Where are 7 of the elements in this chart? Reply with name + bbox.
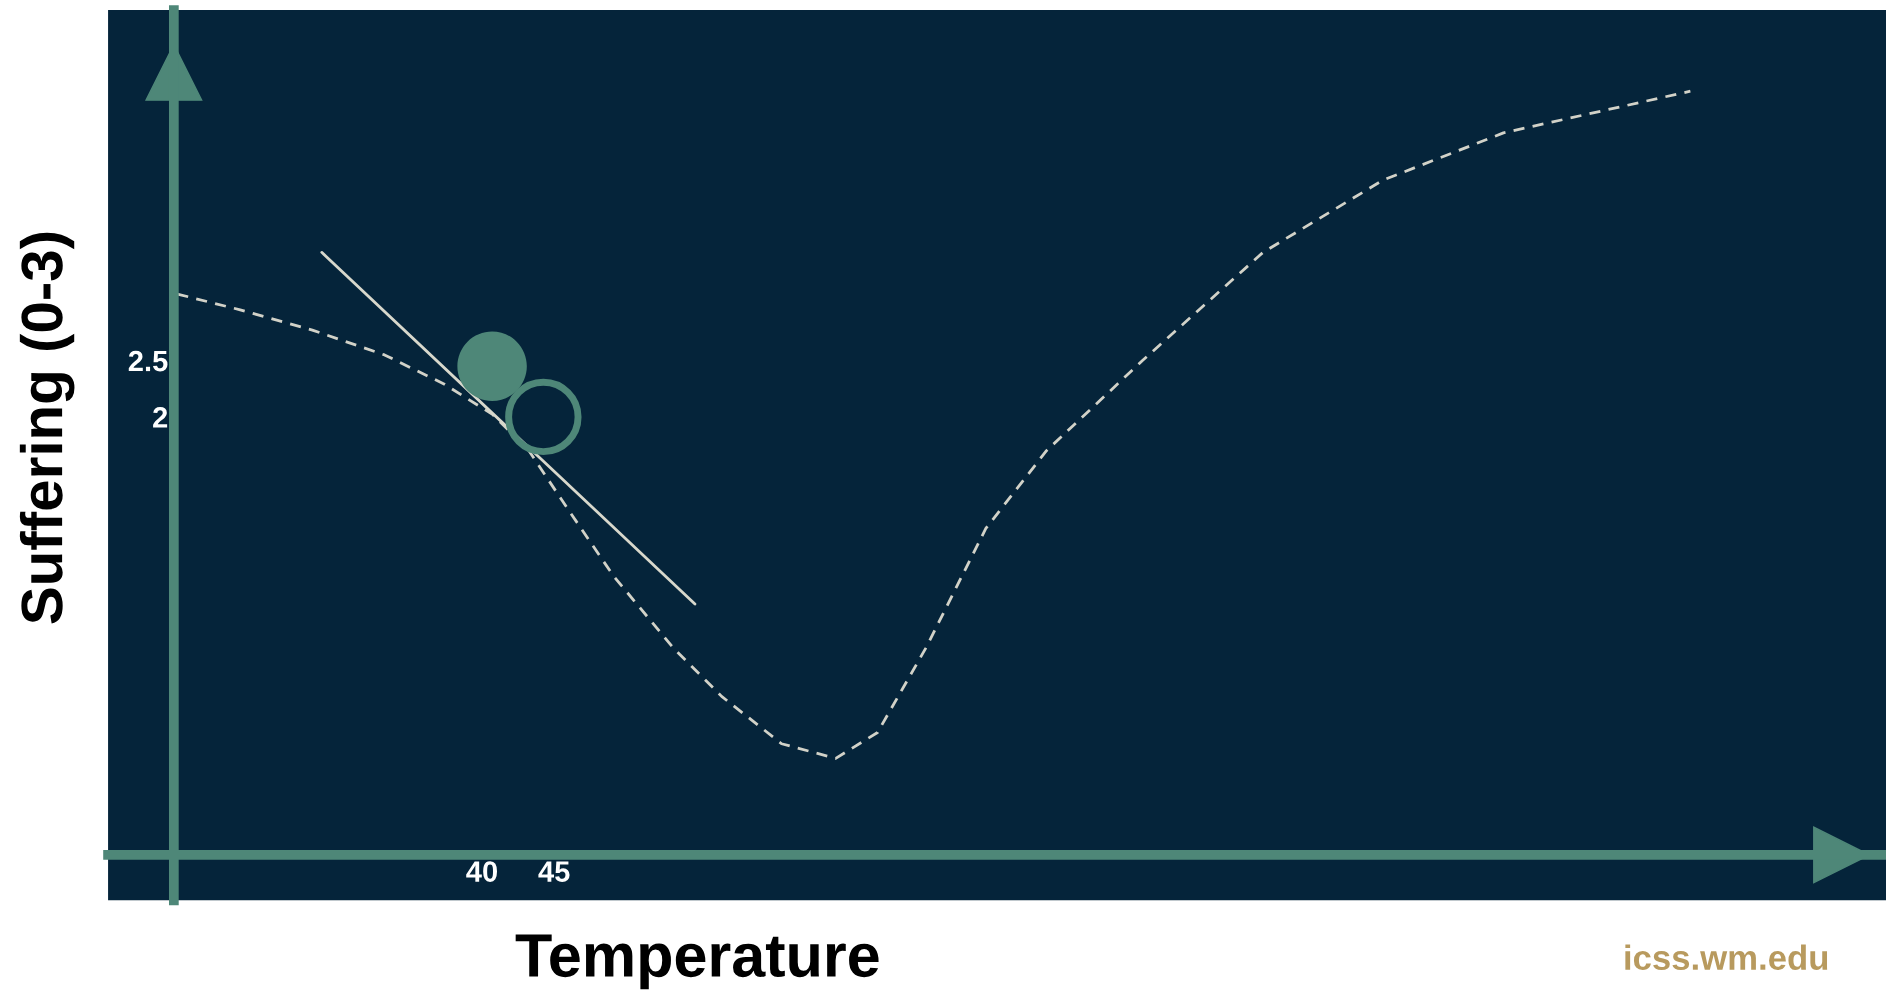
x-axis-title: Temperature (515, 934, 879, 990)
y-tick-label: 2.5 (128, 350, 168, 372)
y-tick-label: 2 (153, 407, 168, 428)
text: icss.wm.edu (1625, 944, 1828, 971)
y-axis-title: Suffering (0-3) (19, 232, 75, 624)
x-tick-label: 40 (466, 861, 498, 882)
x-tick-label: 45 (538, 861, 570, 882)
